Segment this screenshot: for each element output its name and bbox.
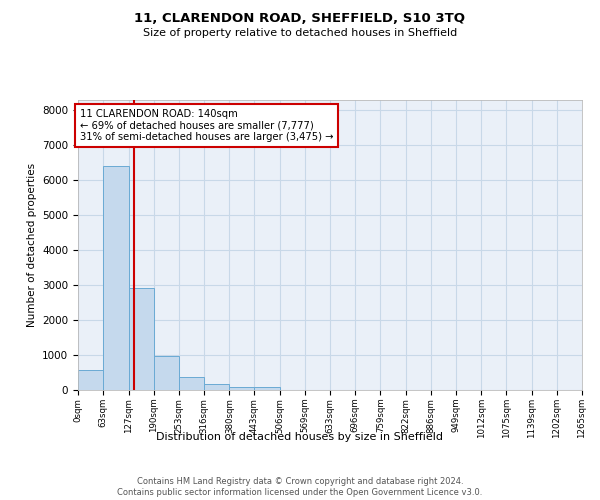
Bar: [128, 288, 154, 390]
Text: 11, CLARENDON ROAD, SHEFFIELD, S10 3TQ: 11, CLARENDON ROAD, SHEFFIELD, S10 3TQ: [134, 12, 466, 26]
Text: Size of property relative to detached houses in Sheffield: Size of property relative to detached ho…: [143, 28, 457, 38]
Y-axis label: Number of detached properties: Number of detached properties: [26, 163, 37, 327]
Bar: [229, 386, 254, 390]
Bar: [204, 384, 229, 390]
Text: Distribution of detached houses by size in Sheffield: Distribution of detached houses by size …: [157, 432, 443, 442]
Bar: [154, 356, 179, 390]
Bar: [254, 388, 280, 390]
Bar: [179, 378, 204, 390]
Text: 11 CLARENDON ROAD: 140sqm
← 69% of detached houses are smaller (7,777)
31% of se: 11 CLARENDON ROAD: 140sqm ← 69% of detac…: [80, 108, 334, 142]
Bar: [103, 166, 128, 390]
Text: Contains HM Land Registry data © Crown copyright and database right 2024.
Contai: Contains HM Land Registry data © Crown c…: [118, 478, 482, 497]
Bar: [78, 370, 103, 390]
